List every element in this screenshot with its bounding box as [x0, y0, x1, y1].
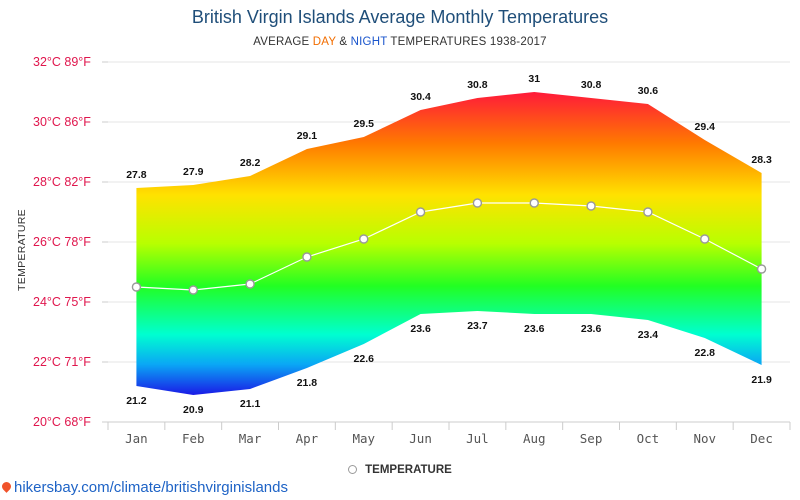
x-tick-label: Nov — [693, 431, 716, 446]
x-tick-label: Dec — [750, 431, 773, 446]
temperature-point — [245, 279, 255, 289]
temperature-point — [586, 201, 596, 211]
night-temp-label: 22.6 — [354, 353, 375, 365]
day-temp-label: 31 — [528, 73, 540, 85]
temperature-point — [700, 234, 710, 244]
temperature-range-area — [136, 92, 762, 395]
x-tick-label: Jan — [125, 431, 148, 446]
day-temp-label: 28.2 — [240, 157, 261, 169]
temperature-point — [359, 234, 369, 244]
chart-subtitle: AVERAGE DAY & NIGHT TEMPERATURES 1938-20… — [0, 36, 800, 48]
temperature-point — [529, 198, 539, 208]
night-temp-label: 23.7 — [467, 320, 488, 332]
y-tick-label: 28°C 82°F — [33, 175, 91, 189]
x-tick-label: Apr — [296, 431, 319, 446]
y-tick-label: 32°C 89°F — [33, 55, 91, 69]
location-pin-icon — [0, 480, 13, 493]
night-temp-label: 23.6 — [410, 323, 431, 335]
night-temp-label: 22.8 — [695, 347, 716, 359]
day-temp-label: 28.3 — [751, 154, 772, 166]
night-temp-label: 23.6 — [581, 323, 602, 335]
subtitle-day: DAY — [312, 36, 336, 48]
night-temp-label: 20.9 — [183, 404, 204, 416]
legend-marker-icon — [348, 465, 358, 474]
day-temp-label: 30.8 — [467, 79, 488, 91]
subtitle-prefix: AVERAGE — [253, 36, 313, 48]
y-tick-label: 26°C 78°F — [33, 235, 91, 249]
subtitle-night: NIGHT — [350, 36, 388, 48]
day-temp-label: 30.8 — [581, 79, 602, 91]
night-temp-label: 23.4 — [638, 329, 659, 341]
day-temp-label: 27.8 — [126, 169, 147, 181]
x-tick-label: Feb — [182, 431, 205, 446]
day-temp-label: 30.6 — [638, 85, 659, 97]
y-tick-label: 20°C 68°F — [33, 415, 91, 429]
subtitle-amp: & — [335, 36, 351, 48]
day-temp-label: 29.4 — [695, 121, 716, 133]
x-tick-label: Jul — [466, 431, 489, 446]
temperature-point — [472, 198, 483, 208]
day-temp-label: 27.9 — [183, 166, 204, 178]
temperature-point — [415, 207, 426, 217]
y-tick-label: 24°C 75°F — [33, 295, 91, 309]
temperature-point — [188, 285, 198, 295]
temperature-line — [136, 202, 762, 291]
legend-label: TEMPERATURE — [365, 464, 452, 476]
x-tick-label: Oct — [637, 431, 660, 446]
y-tick-label: 30°C 86°F — [33, 115, 91, 129]
x-tick-label: Mar — [239, 431, 262, 446]
chart-title: British Virgin Islands Average Monthly T… — [191, 7, 609, 27]
night-temp-label: 21.9 — [751, 374, 772, 386]
y-tick-label: 22°C 71°F — [33, 355, 91, 369]
source-link[interactable]: hikersbay.com/climate/britishvirginislan… — [0, 479, 288, 496]
x-tick-label: Aug — [523, 431, 546, 446]
temperature-point — [756, 264, 767, 274]
x-tick-label: May — [352, 431, 375, 446]
night-temp-label: 21.1 — [240, 398, 261, 410]
subtitle-suffix: TEMPERATURES 1938-2017 — [387, 36, 547, 48]
day-temp-label: 30.4 — [410, 91, 431, 103]
y-axis-title: TEMPERATURE — [16, 209, 28, 291]
temperature-point — [643, 207, 653, 217]
temperature-point — [302, 252, 312, 262]
night-temp-label: 21.8 — [297, 377, 318, 389]
x-tick-label: Jun — [409, 431, 432, 446]
night-temp-label: 23.6 — [524, 323, 545, 335]
night-temp-label: 21.2 — [126, 395, 147, 407]
legend[interactable]: TEMPERATURE — [0, 464, 800, 476]
day-temp-label: 29.5 — [354, 118, 375, 130]
temperature-point — [131, 282, 142, 292]
x-tick-label: Sep — [580, 431, 603, 446]
source-link-text: hikersbay.com/climate/britishvirginislan… — [14, 479, 288, 496]
day-temp-label: 29.1 — [297, 130, 318, 142]
